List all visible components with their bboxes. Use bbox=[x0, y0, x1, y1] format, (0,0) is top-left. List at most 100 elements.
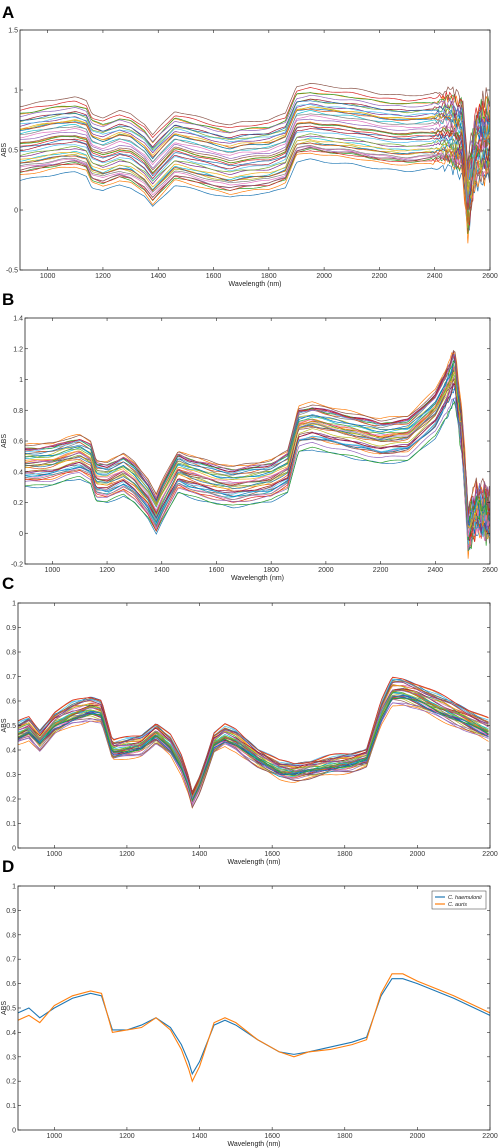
y-tick-label: 0.5 bbox=[6, 723, 16, 730]
series-line-29 bbox=[18, 684, 489, 797]
y-tick-label: 0.3 bbox=[6, 772, 16, 779]
x-tick-label: 2000 bbox=[410, 1133, 426, 1140]
series-line-18 bbox=[18, 678, 489, 794]
y-tick-label: 0 bbox=[19, 531, 23, 538]
y-tick-label: 0.2 bbox=[6, 797, 16, 804]
series-line-33 bbox=[20, 104, 490, 182]
x-tick-label: 2600 bbox=[482, 567, 498, 574]
y-tick-label: 0.2 bbox=[6, 1079, 16, 1086]
plot-area bbox=[25, 349, 490, 559]
series-line-31 bbox=[20, 103, 490, 176]
x-tick-label: 1200 bbox=[95, 273, 111, 280]
x-tick-label: 2000 bbox=[316, 273, 332, 280]
series-line-31 bbox=[25, 351, 490, 524]
series-line-18 bbox=[20, 125, 490, 211]
series-line-36 bbox=[25, 351, 490, 516]
series-line-39 bbox=[25, 355, 490, 521]
y-tick-label: 1 bbox=[14, 88, 18, 95]
series-line-25 bbox=[25, 363, 490, 521]
series-line-35 bbox=[18, 694, 489, 800]
x-tick-label: 1600 bbox=[264, 1133, 280, 1140]
series-line-24 bbox=[25, 364, 490, 537]
series-line-35 bbox=[20, 100, 490, 166]
plot-frame bbox=[17, 885, 491, 1131]
plot-frame bbox=[24, 317, 491, 565]
series-line-39 bbox=[18, 689, 489, 800]
y-tick-label: 0.1 bbox=[6, 821, 16, 828]
y-axis-label: ABS bbox=[1, 1001, 8, 1015]
y-tick-label: 0 bbox=[12, 846, 16, 853]
series-line-5 bbox=[25, 397, 490, 551]
series-line-40 bbox=[25, 349, 490, 511]
series-line-2 bbox=[20, 152, 490, 244]
series-line-1 bbox=[20, 158, 490, 233]
x-tick-label: 2000 bbox=[318, 567, 334, 574]
chart-panel-d: D 1000 1200 1400 1600 1800 2000 2200 0 0.1 0.2 0.3 0… bbox=[1, 857, 498, 1148]
series-line-16 bbox=[25, 383, 490, 545]
x-tick-label: 1200 bbox=[99, 567, 115, 574]
series-line-3 bbox=[20, 148, 490, 234]
y-tick-label: 1 bbox=[12, 601, 16, 608]
y-tick-label: 0.2 bbox=[13, 500, 23, 507]
x-tick-label: 2600 bbox=[482, 273, 498, 280]
y-tick-label: 0.6 bbox=[6, 981, 16, 988]
x-tick-label: 1200 bbox=[119, 851, 135, 858]
x-tick-label: 2400 bbox=[428, 567, 444, 574]
y-tick-label: 0 bbox=[12, 1128, 16, 1135]
x-axis-label: Wavelength (nm) bbox=[227, 859, 280, 866]
series-line-37 bbox=[20, 92, 490, 162]
series-line-23 bbox=[25, 377, 490, 531]
y-tick-label: 0.8 bbox=[13, 408, 23, 415]
x-tick-label: 2200 bbox=[482, 851, 498, 858]
y-tick-label: 0.9 bbox=[6, 625, 16, 632]
series-line-22 bbox=[20, 118, 490, 203]
series-line-27 bbox=[20, 113, 490, 200]
y-tick-label: 0.7 bbox=[6, 674, 16, 681]
series-line-35 bbox=[25, 361, 490, 526]
panel-letter-a: A bbox=[2, 3, 14, 22]
plot-area bbox=[20, 83, 490, 244]
x-tick-label: 2200 bbox=[373, 567, 389, 574]
y-tick-label: 0.4 bbox=[13, 469, 23, 476]
y-axis-label: ABS bbox=[1, 434, 8, 448]
series-line-28 bbox=[25, 360, 490, 528]
x-tick-label: 2400 bbox=[427, 273, 443, 280]
series-line-38 bbox=[20, 87, 490, 167]
x-tick-label: 1400 bbox=[154, 567, 170, 574]
x-tick-label: 1000 bbox=[40, 273, 56, 280]
panel-letter-b: B bbox=[2, 290, 14, 309]
series-line-23 bbox=[20, 122, 490, 190]
y-tick-label: 1.5 bbox=[8, 28, 18, 35]
y-tick-label: 0.6 bbox=[6, 699, 16, 706]
series-line-22 bbox=[25, 374, 490, 530]
y-tick-label: 0.6 bbox=[13, 439, 23, 446]
x-tick-label: 1800 bbox=[261, 273, 277, 280]
x-tick-label: 1000 bbox=[45, 567, 61, 574]
x-tick-label: 1000 bbox=[47, 1133, 63, 1140]
panel-letter-c: C bbox=[2, 574, 14, 593]
series-line-22 bbox=[18, 702, 489, 806]
series-line-24 bbox=[20, 115, 490, 195]
series-line-37 bbox=[18, 698, 489, 802]
x-tick-label: 1600 bbox=[206, 273, 222, 280]
legend-entry: C. haemulonii bbox=[448, 895, 482, 901]
series-line-15 bbox=[20, 133, 490, 218]
y-tick-label: 0 bbox=[14, 208, 18, 215]
y-axis-label: ABS bbox=[1, 143, 8, 157]
series-line-9 bbox=[20, 140, 490, 229]
legend-box bbox=[431, 890, 487, 910]
series-line-14 bbox=[25, 382, 490, 542]
y-tick-label: 0.8 bbox=[6, 650, 16, 657]
series-line-12 bbox=[25, 367, 490, 539]
y-axis-label: ABS bbox=[1, 718, 8, 732]
series-line-21 bbox=[20, 125, 490, 210]
series-line-40 bbox=[18, 680, 489, 793]
series-line-7 bbox=[20, 145, 490, 220]
series-line-3 bbox=[25, 400, 490, 552]
series-line-13 bbox=[20, 139, 490, 208]
y-tick-label: -0.5 bbox=[6, 268, 18, 275]
chart-panel-c: C 1000 1200 1400 1600 1800 2000 2200 0 0.1 0.2 0.3 0… bbox=[1, 574, 498, 866]
x-tick-label: 1000 bbox=[47, 851, 63, 858]
